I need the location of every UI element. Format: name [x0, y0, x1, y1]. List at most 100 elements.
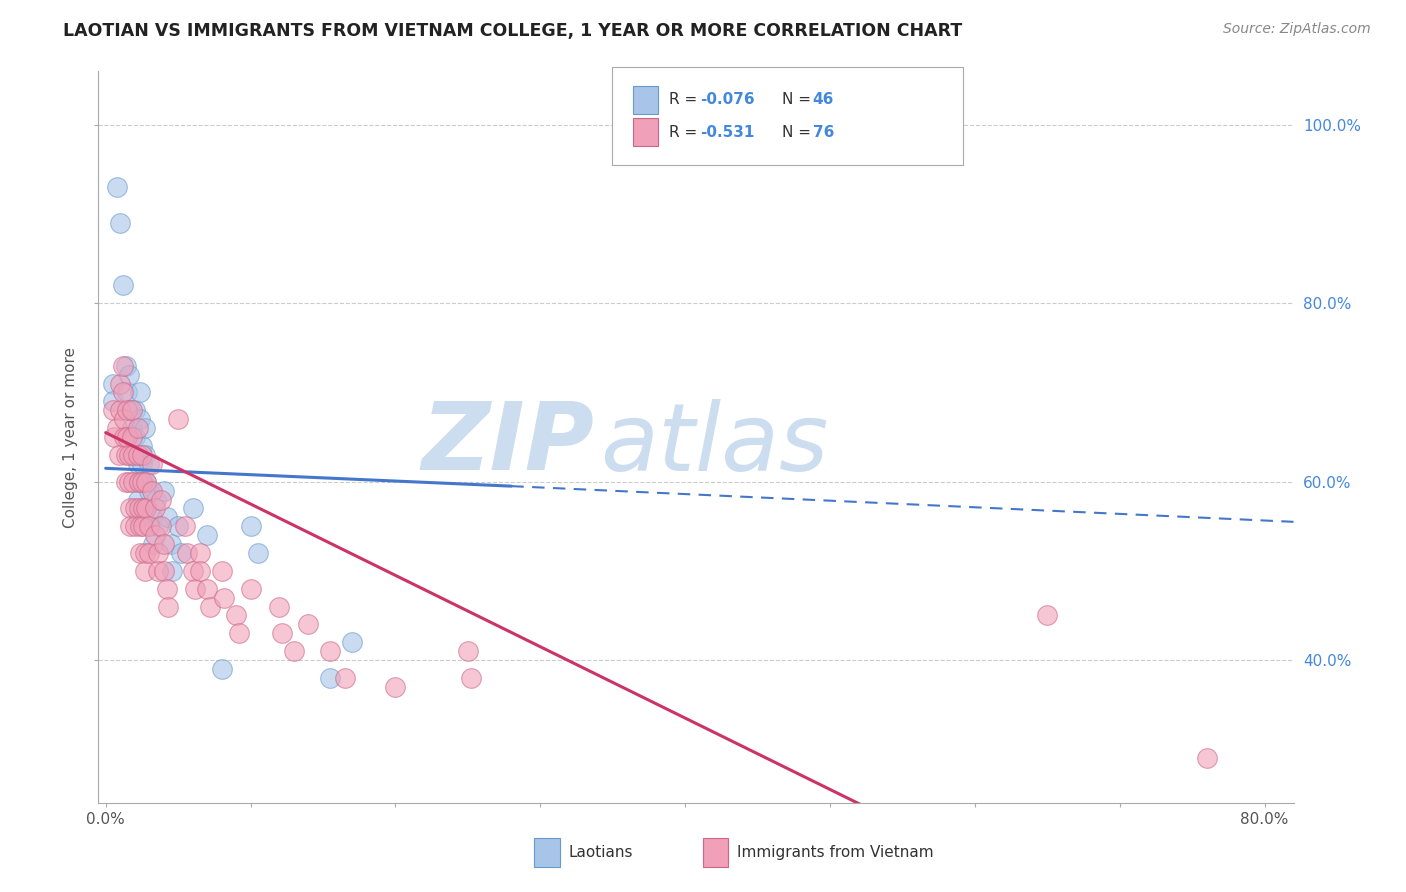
- Point: [127, 492, 149, 507]
- Point: [105, 421, 128, 435]
- Point: [138, 519, 160, 533]
- Point: [108, 403, 131, 417]
- Point: [152, 537, 174, 551]
- Point: [129, 412, 152, 426]
- Point: [127, 448, 149, 462]
- Point: [181, 501, 204, 516]
- Point: [112, 278, 135, 293]
- Point: [214, 591, 236, 605]
- Point: [115, 448, 138, 462]
- Point: [146, 546, 169, 560]
- Point: [460, 671, 482, 685]
- Point: [146, 519, 169, 533]
- Point: [211, 564, 233, 578]
- Point: [134, 564, 156, 578]
- Point: [239, 582, 262, 596]
- Point: [108, 376, 131, 391]
- Point: [195, 582, 218, 596]
- Point: [184, 582, 207, 596]
- Point: [225, 608, 247, 623]
- Point: [115, 359, 138, 373]
- Point: [174, 519, 197, 533]
- Point: [156, 599, 179, 614]
- Point: [105, 180, 128, 194]
- Point: [384, 680, 406, 694]
- Point: [198, 599, 221, 614]
- Point: [120, 403, 142, 417]
- Point: [127, 457, 149, 471]
- Point: [124, 501, 146, 516]
- Point: [114, 430, 136, 444]
- Point: [167, 519, 190, 533]
- Point: [176, 546, 198, 560]
- Point: [131, 439, 153, 453]
- Point: [129, 385, 152, 400]
- Point: [457, 644, 479, 658]
- Point: [135, 475, 157, 489]
- Point: [271, 626, 294, 640]
- Point: [132, 501, 155, 516]
- Point: [134, 546, 156, 560]
- Point: [146, 564, 169, 578]
- Point: [135, 501, 157, 516]
- Text: atlas: atlas: [600, 399, 828, 490]
- Point: [127, 421, 149, 435]
- Point: [101, 394, 124, 409]
- Point: [188, 546, 211, 560]
- Text: Laotians: Laotians: [568, 846, 633, 860]
- Point: [132, 501, 155, 516]
- Point: [141, 510, 163, 524]
- Point: [340, 635, 363, 649]
- Point: [115, 475, 138, 489]
- Text: R =: R =: [669, 125, 703, 139]
- Text: N =: N =: [782, 93, 815, 107]
- Point: [132, 475, 155, 489]
- Point: [167, 412, 190, 426]
- Point: [141, 457, 163, 471]
- Text: ZIP: ZIP: [422, 399, 595, 491]
- Point: [128, 501, 150, 516]
- Point: [1036, 608, 1059, 623]
- Point: [246, 546, 269, 560]
- Text: LAOTIAN VS IMMIGRANTS FROM VIETNAM COLLEGE, 1 YEAR OR MORE CORRELATION CHART: LAOTIAN VS IMMIGRANTS FROM VIETNAM COLLE…: [63, 22, 963, 40]
- Point: [162, 564, 184, 578]
- Point: [228, 626, 250, 640]
- Point: [122, 475, 145, 489]
- Point: [117, 385, 139, 400]
- Point: [135, 501, 157, 516]
- Point: [120, 501, 142, 516]
- Point: [131, 475, 153, 489]
- Point: [181, 564, 204, 578]
- Point: [128, 510, 150, 524]
- Text: -0.076: -0.076: [700, 93, 755, 107]
- Point: [152, 564, 174, 578]
- Point: [122, 448, 145, 462]
- Point: [131, 448, 153, 462]
- Point: [103, 430, 125, 444]
- Point: [129, 519, 152, 533]
- Point: [114, 412, 136, 426]
- Point: [121, 403, 143, 417]
- Point: [1195, 751, 1218, 765]
- Point: [101, 403, 124, 417]
- Point: [319, 671, 342, 685]
- Point: [141, 483, 163, 498]
- Point: [195, 528, 218, 542]
- Y-axis label: College, 1 year or more: College, 1 year or more: [63, 347, 79, 527]
- Point: [170, 546, 193, 560]
- Point: [138, 483, 160, 498]
- Point: [145, 492, 167, 507]
- Point: [124, 403, 146, 417]
- Point: [108, 216, 131, 230]
- Point: [333, 671, 356, 685]
- Point: [117, 430, 139, 444]
- Text: Immigrants from Vietnam: Immigrants from Vietnam: [737, 846, 934, 860]
- Point: [138, 457, 160, 471]
- Point: [107, 448, 129, 462]
- Point: [142, 537, 165, 551]
- Point: [121, 430, 143, 444]
- Point: [124, 519, 146, 533]
- Point: [121, 448, 143, 462]
- Text: N =: N =: [782, 125, 815, 139]
- Point: [112, 385, 135, 400]
